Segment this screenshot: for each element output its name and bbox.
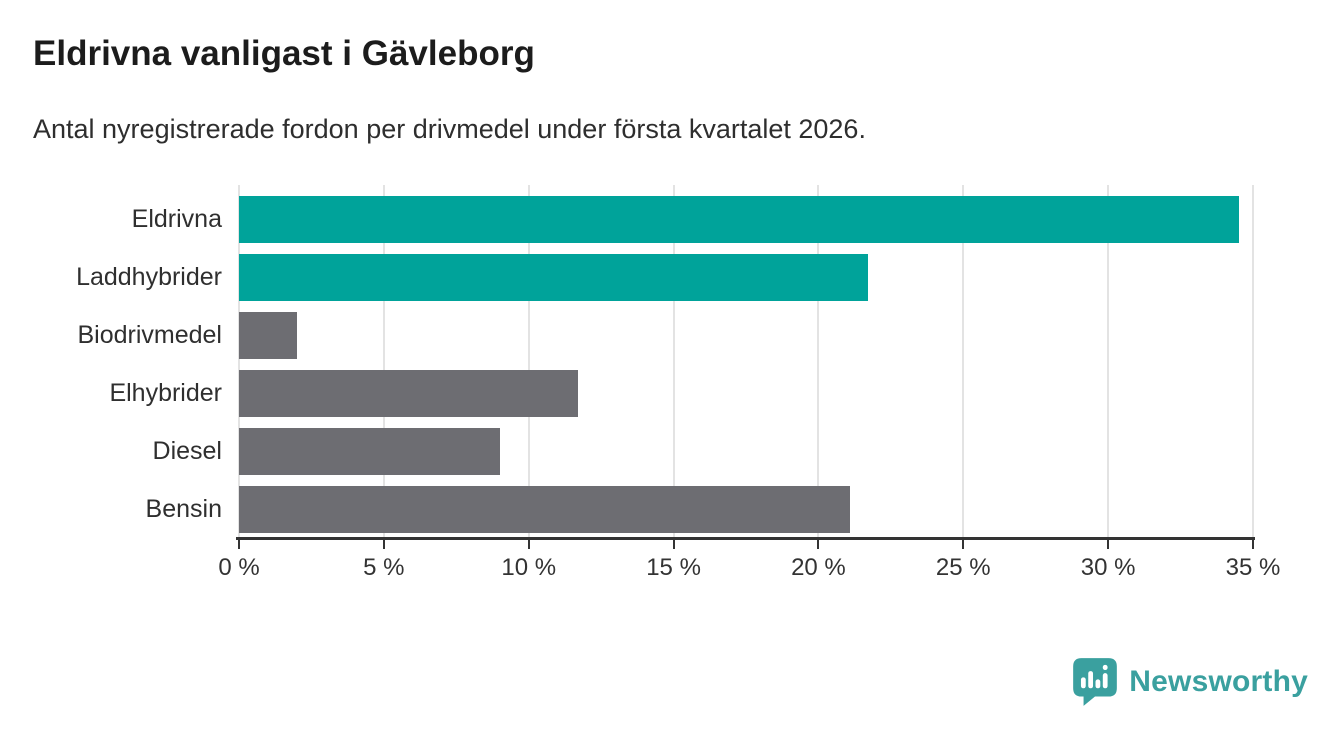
gridline: [1252, 185, 1254, 537]
category-label-diesel: Diesel: [152, 437, 222, 465]
axis-tick-label: 20 %: [791, 554, 846, 581]
gridline: [672, 185, 675, 537]
axis-tick: [382, 540, 385, 549]
category-label-bensin: Bensin: [145, 495, 222, 523]
axis-tick: [238, 540, 240, 549]
chart-title: Eldrivna vanligast i Gävleborg: [33, 34, 535, 73]
gridline: [962, 185, 965, 537]
gridline: [817, 185, 820, 537]
gridline: [382, 185, 385, 537]
axis-tick-label: 5 %: [363, 554, 405, 581]
gridline: [1107, 185, 1110, 537]
newsworthy-logo-icon: [1073, 658, 1118, 706]
plot-area: [238, 185, 1254, 537]
bar-biodrivmedel: [239, 312, 297, 359]
axis-tick-label: 35 %: [1225, 554, 1281, 581]
axis-tick-label: 15 %: [646, 554, 701, 581]
axis-tick-label: 0 %: [218, 554, 260, 581]
newsworthy-logo-text: Newsworthy: [1129, 665, 1308, 698]
x-axis-line: [236, 537, 1255, 540]
category-label-elhybrider: Elhybrider: [109, 379, 222, 407]
bar-diesel: [239, 428, 500, 475]
gridline: [238, 185, 240, 537]
axis-tick: [1252, 540, 1254, 549]
axis-tick: [817, 540, 820, 549]
gridline: [527, 185, 530, 537]
axis-tick: [672, 540, 675, 549]
bar-chart: Eldrivna Laddhybrider Biodrivmedel Elhybrid…: [0, 185, 1340, 605]
axis-tick-label: 10 %: [501, 554, 557, 581]
category-label-eldrivna: Eldrivna: [131, 205, 222, 233]
chart-subtitle: Antal nyregistrerade fordon per drivmede…: [33, 114, 866, 144]
branding: Newsworthy: [1070, 656, 1308, 708]
axis-tick-label: 30 %: [1080, 554, 1136, 581]
axis-tick: [962, 540, 965, 549]
category-label-biodrivmedel: Biodrivmedel: [77, 321, 222, 349]
bar-bensin: [239, 486, 851, 533]
bar-elhybrider: [239, 370, 578, 417]
axis-tick: [1107, 540, 1110, 549]
axis-tick-label: 25 %: [935, 554, 991, 581]
bar-laddhybrider: [239, 254, 868, 301]
axis-tick: [527, 540, 530, 549]
category-label-laddhybrider: Laddhybrider: [76, 263, 222, 291]
bar-eldrivna: [239, 196, 1239, 243]
